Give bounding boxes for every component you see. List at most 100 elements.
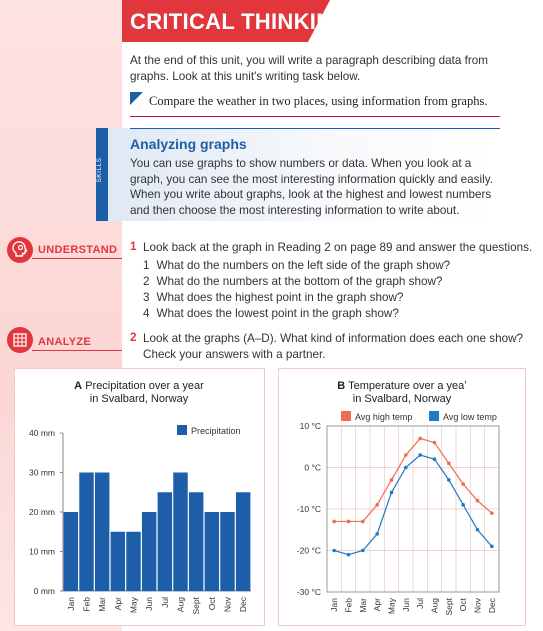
chart-a-bar [126,531,141,591]
chart-a-x-tick-label: Dec [238,596,248,612]
understand-label: UNDERSTAND [38,244,118,256]
chart-a-x-tick-label: Oct [207,596,217,610]
question-2-number: 2 [130,331,137,344]
sub-number: 4 [143,307,150,320]
chart-a-precipitation: A Precipitation over a year in Svalbard,… [29,380,251,615]
analyze-label: ANALYZE [38,336,92,348]
chart-b-point [404,465,408,470]
skills-title: Analyzing graphs [130,136,247,152]
chart-b-point [332,548,336,553]
header-banner [122,0,330,42]
section-title: CRITICAL THINKING [130,9,350,34]
chart-b-panel: B Temperature over a yeaʼ in Svalbard, N… [278,368,526,626]
question-1-sub-4: 4 What does the lowest point in the graph… [143,307,399,320]
chart-b-temperature: B Temperature over a yeaʼ in Svalbard, N… [297,380,500,616]
chart-a-y-tick-label: 30 mm [29,468,55,478]
analyze-chart-icon [7,327,33,353]
skills-box [108,128,500,221]
chart-b-point [475,498,480,503]
chart-a-title-text: Precipitation over a year [85,380,204,392]
chart-b-legend-swatch-low [429,411,439,421]
chart-b-y-tick-label: -10 °C [297,504,321,514]
chart-b-point [375,532,379,536]
chart-a-y-tick-label: 0 mm [34,586,55,596]
chart-b-legend-label-low: Avg low temp [443,412,497,422]
chart-b-y-tick-label: -30 °C [297,587,321,597]
chart-a-panel: A Precipitation over a year in Svalbard,… [14,368,265,626]
sub-number: 1 [143,259,150,272]
chart-a-x-tick-label: Jun [144,597,154,611]
chart-a-bar [173,472,188,591]
sub-number: 2 [143,275,150,288]
chart-b-point [361,548,365,553]
chart-a-bar [141,512,157,591]
chart-a-x-tick-label: Jan [66,597,76,611]
question-1-sub-3: 3 What does the highest point in the grap… [143,291,403,304]
chart-b-x-tick-label: Jul [415,598,425,609]
understand-head-icon [7,237,33,263]
chart-a-x-tick-label: Nov [223,596,233,612]
chart-b-point [490,544,494,549]
chart-a-letter: A [74,380,82,392]
chart-b-x-tick-label: Feb [344,598,354,613]
chart-a-x-tick-label: May [129,596,139,613]
chart-b-x-tick-label: Oct [458,597,468,611]
chart-b-point [447,461,451,466]
chart-b-x-tick-label: Sept [444,597,454,615]
chart-b-x-tick-label: Apr [372,598,382,611]
chart-b-y-tick-label: 10 °C [300,421,321,431]
chart-a-x-tick-label: Jul [160,597,170,608]
chart-b-y-tick-label: 0 °C [304,463,321,473]
question-1-text: Look back at the graph in Reading 2 on p… [143,241,533,254]
chart-a-title-2: in Svalbard, Norway [90,393,189,405]
chart-a-bar [157,492,173,591]
chart-a-y-tick-label: 20 mm [29,507,55,517]
question-1-sub-2: 2 What do the numbers at the bottom of th… [143,275,442,288]
chart-a-x-tick-label: Aug [176,597,186,612]
chart-a-bar [63,512,79,591]
sub-text: What do the numbers on the left side of … [156,259,451,272]
chart-b-series-line [334,437,493,523]
chart-b-point [346,519,351,524]
chart-b-x-tick-label: Dec [487,597,497,613]
chart-a-legend-swatch [177,425,187,435]
chart-a-x-tick-label: Sept [191,596,201,614]
question-2-line-1: Look at the graphs (A–D). What kind of i… [143,332,524,345]
chart-a-x-tick-label: Feb [82,597,92,612]
chart-b-letter: B [337,380,345,392]
intro-paragraph: At the end of this unit, you will write … [130,54,488,83]
chart-a-bar [204,512,220,591]
chart-b-point [389,490,394,495]
analyze-underline [32,350,122,351]
sub-text: What does the highest point in the graph… [156,291,404,304]
chart-b-point [346,552,351,557]
chart-b-point [404,453,408,457]
chart-b-legend-swatch-high [341,411,351,421]
chart-b-point [461,482,465,486]
chart-b-x-tick-label: Jun [401,598,411,612]
chart-b-series-line [333,454,493,556]
understand-underline [32,258,122,259]
chart-b-x-tick-label: Jan [329,598,339,612]
skills-top-rule [130,128,500,129]
chart-b-x-tick-label: Aug [430,598,440,613]
chart-a-bar [220,512,235,591]
task-marker-icon [130,92,143,105]
chart-b-x-tick-label: Mar [358,598,368,613]
sub-text: What do the numbers at the bottom of the… [156,275,443,288]
chart-b-x-tick-label: Nov [473,597,483,613]
chart-b-x-tick-label: May [387,597,397,614]
sub-number: 3 [143,291,150,304]
chart-a-bar [235,492,251,591]
writing-task-text: Compare the weather in two places, using… [149,94,488,108]
chart-b-point [432,457,437,461]
chart-b-title-1: B Temperature over a yeaʼ [337,380,466,392]
chart-a-legend-label: Precipitation [191,426,241,436]
chart-b-title-2: in Svalbard, Norway [353,393,452,405]
chart-b-point [447,478,451,482]
chart-a-bar [94,472,110,591]
chart-a-y-tick-label: 40 mm [29,428,55,438]
chart-b-title-text: Temperature over a yeaʼ [348,380,467,392]
chart-b-plot-frame [326,425,500,593]
chart-a-title-1: A Precipitation over a year [74,380,204,392]
